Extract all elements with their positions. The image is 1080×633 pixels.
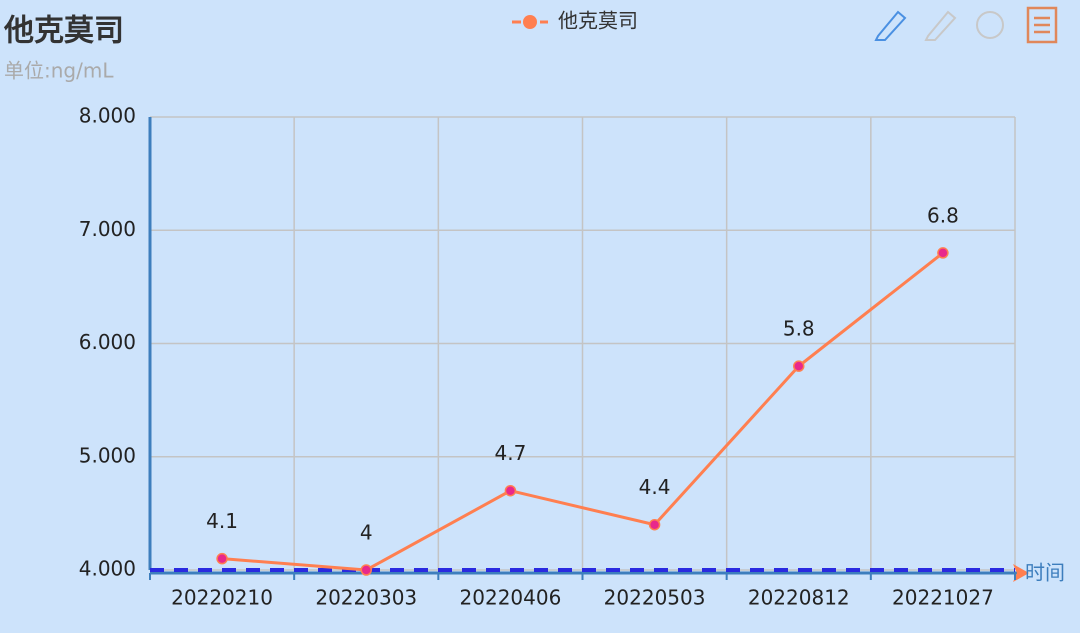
data-label: 5.8 [783, 317, 815, 341]
data-point [216, 552, 228, 565]
x-axis-name: 时间 [1025, 561, 1065, 585]
data-label: 4 [360, 521, 373, 545]
y-tick-label: 8.000 [79, 104, 136, 128]
y-tick-label: 4.000 [79, 557, 136, 581]
chart-subtitle: 单位:ng/mL [4, 59, 114, 83]
y-tick-label: 6.000 [79, 330, 136, 354]
series-line [221, 251, 944, 572]
data-point [793, 360, 805, 372]
data-point [648, 518, 661, 531]
legend-label: 他克莫司 [558, 9, 638, 33]
tool-pen[interactable] [874, 10, 907, 41]
data-label: 6.8 [927, 203, 959, 227]
x-tick-label: 20220406 [460, 586, 562, 610]
data-point [360, 564, 372, 576]
x-tick-label: 20220503 [604, 586, 706, 610]
tool-data-view[interactable] [1026, 6, 1058, 44]
toolbox[interactable] [874, 6, 1058, 44]
x-tick-label: 20220812 [748, 586, 850, 610]
data-point [504, 484, 517, 497]
x-tick-label: 20220210 [171, 586, 273, 610]
tool-data-view-lines [1034, 16, 1050, 34]
tool-reset[interactable] [976, 11, 1004, 39]
x-tick-label: 20221027 [892, 586, 994, 610]
data-label: 4.1 [206, 509, 238, 533]
data-point [937, 247, 949, 259]
legend-marker [523, 15, 537, 29]
chart-title: 他克莫司 [3, 14, 124, 49]
data-label: 4.4 [639, 475, 671, 499]
x-axis-arrow [1013, 564, 1029, 582]
tool-erase[interactable] [924, 10, 957, 41]
y-tick-label: 7.000 [79, 217, 136, 241]
data-label: 4.7 [495, 441, 527, 465]
y-tick-label: 5.000 [79, 443, 136, 467]
x-tick-label: 20220303 [315, 586, 417, 610]
